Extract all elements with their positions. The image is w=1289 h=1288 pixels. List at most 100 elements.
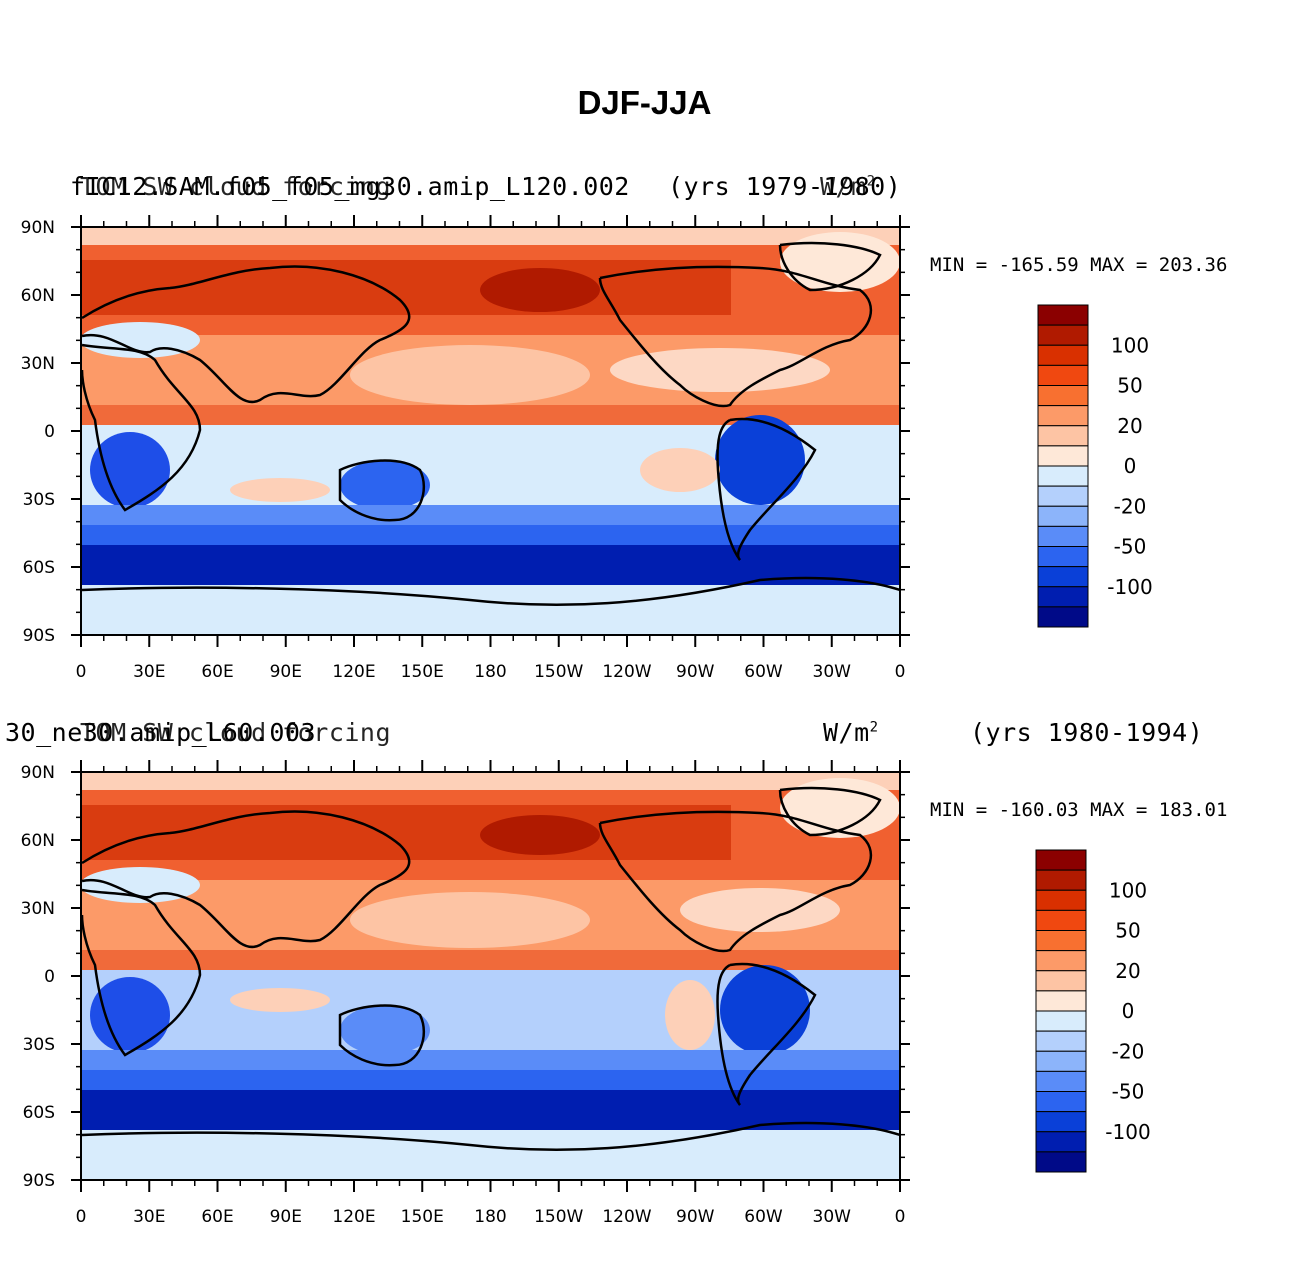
colorbar-swatch [1035, 1111, 1087, 1133]
colorbar-swatch [1037, 405, 1089, 427]
lon-label: 60W [744, 1207, 783, 1227]
lon-label: 150E [401, 1207, 444, 1227]
colorbar-label: 50 [1117, 374, 1142, 398]
lon-label: 30W [813, 1207, 852, 1227]
lon-label: 90W [676, 662, 715, 682]
panel2-years: (yrs 1980-1994) [970, 718, 1204, 747]
lon-label: 30E [133, 662, 165, 682]
lat-label: 0 [44, 967, 55, 987]
lon-label: 30E [133, 1207, 165, 1227]
panel2-case-name: 30_ne30.amip_L60.003 [5, 718, 317, 747]
panel2-variable: TOM SW cloud forcing [80, 718, 392, 747]
lat-label: 30S [23, 490, 55, 510]
panel1-case-name: fIC12.SAM.f05_f05_mg30.amip_L120.002 [70, 172, 630, 201]
colorbar-swatch [1035, 1050, 1087, 1072]
colorbar-label: -100 [1107, 575, 1152, 599]
lon-label: 120W [602, 662, 651, 682]
lat-label: 90N [21, 763, 55, 783]
colorbar-swatch [1037, 546, 1089, 568]
lon-label: 120E [332, 1207, 375, 1227]
lat-label: 60S [23, 1103, 55, 1123]
colorbar-label: 20 [1117, 414, 1142, 438]
colorbar-swatch [1037, 606, 1089, 628]
panel2-units: W/m2 [823, 718, 879, 747]
colorbar-label: -100 [1105, 1120, 1150, 1144]
colorbar-label: -50 [1114, 535, 1147, 559]
lon-label: 150E [401, 662, 444, 682]
lon-label: 60W [744, 662, 783, 682]
colorbar-label: 0 [1122, 999, 1135, 1023]
colorbar-label: -20 [1114, 494, 1147, 518]
colorbar-swatch [1037, 586, 1089, 608]
colorbar-swatch [1035, 950, 1087, 972]
colorbar-swatch [1035, 1091, 1087, 1113]
colorbar-label: 50 [1115, 919, 1140, 943]
colorbar-swatch [1035, 1010, 1087, 1032]
lon-label: 180 [474, 662, 506, 682]
lat-label: 0 [44, 422, 55, 442]
colorbar-label: 100 [1109, 878, 1147, 902]
colorbar-swatch [1037, 485, 1089, 507]
colorbar-swatch [1035, 1131, 1087, 1153]
colorbar-swatch [1035, 930, 1087, 952]
colorbar-swatch [1037, 385, 1089, 407]
lat-label: 90N [21, 218, 55, 238]
colorbar-swatch [1035, 849, 1087, 871]
colorbar-swatch [1037, 324, 1089, 346]
lon-label: 90E [270, 1207, 302, 1227]
colorbar-swatch [1037, 465, 1089, 487]
lon-label: 0 [76, 662, 87, 682]
panel1-map [81, 227, 900, 635]
colorbar-swatch [1035, 1030, 1087, 1052]
colorbar-layer: 100 50 20 0 -20 -50 -100 100 50 20 0 -20 -50 -100 [1035, 304, 1153, 1173]
lon-label: 150W [534, 662, 583, 682]
lat-label: 60N [21, 831, 55, 851]
colorbar-label: 20 [1115, 959, 1140, 983]
colorbar-swatch [1037, 525, 1089, 547]
colorbar-swatch [1037, 505, 1089, 527]
colorbar-swatch [1035, 1151, 1087, 1173]
colorbar-swatch [1035, 869, 1087, 891]
lon-label: 120W [602, 1207, 651, 1227]
colorbar-swatch [1035, 1070, 1087, 1092]
colorbar-swatch [1037, 445, 1089, 467]
colorbar-label: -20 [1112, 1039, 1145, 1063]
lon-label: 60E [201, 662, 233, 682]
colorbar-label: 0 [1124, 454, 1137, 478]
lon-label: 0 [895, 662, 906, 682]
colorbar-label: -50 [1112, 1080, 1145, 1104]
panel1-units: W/m2 [820, 172, 876, 201]
lat-label: 90S [23, 626, 55, 646]
lat-label: 30N [21, 899, 55, 919]
panel1-years: (yrs 1979-1980) [668, 172, 902, 201]
colorbar-swatch [1035, 909, 1087, 931]
lon-label: 90W [676, 1207, 715, 1227]
lat-label: 60N [21, 286, 55, 306]
lat-label: 60S [23, 558, 55, 578]
lon-label: 60E [201, 1207, 233, 1227]
lon-label: 30W [813, 662, 852, 682]
colorbar-swatch [1037, 304, 1089, 326]
lat-label: 30S [23, 1035, 55, 1055]
colorbar-swatch [1035, 889, 1087, 911]
colorbar-swatch [1037, 425, 1089, 447]
lon-label: 120E [332, 662, 375, 682]
colorbar-swatch [1037, 566, 1089, 588]
axes-layer: 90N 60N 30N 0 30S 60S 90S 0 30E 60E 90E 120E 150E 180… [21, 215, 910, 1227]
panel2-map [81, 772, 900, 1180]
lon-label: 150W [534, 1207, 583, 1227]
lon-label: 0 [76, 1207, 87, 1227]
panel1-variable: TOM SW cloud forcing [80, 172, 392, 201]
colorbar-swatch [1037, 344, 1089, 366]
colorbar-swatch [1037, 364, 1089, 386]
colorbar-swatch [1035, 990, 1087, 1012]
panel2-minmax: MIN = -160.03 MAX = 183.01 [930, 799, 1228, 821]
lat-label: 30N [21, 354, 55, 374]
panel1-minmax: MIN = -165.59 MAX = 203.36 [930, 254, 1228, 276]
colorbar-label: 100 [1111, 333, 1149, 357]
lat-label: 90S [23, 1171, 55, 1191]
figure-title: DJF-JJA [577, 84, 712, 121]
lon-label: 0 [895, 1207, 906, 1227]
lon-label: 90E [270, 662, 302, 682]
